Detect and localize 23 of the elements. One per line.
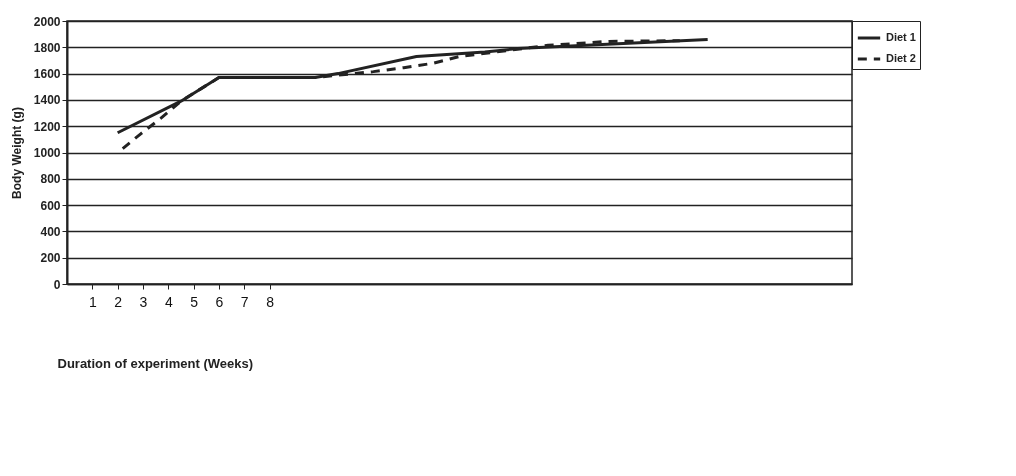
y-tick-label: 2000: [33, 14, 61, 29]
y-tick-label: 1200: [33, 119, 61, 134]
y-tick-label: 200: [40, 251, 61, 266]
y-axis-title: Body Weight (g): [9, 107, 24, 199]
x-axis-title: Duration of experiment (Weeks): [57, 355, 254, 371]
y-tick-label: 1800: [33, 40, 61, 55]
y-tick-label: 1400: [33, 93, 61, 108]
x-tick-label: 1: [88, 293, 97, 310]
x-tick-label: 6: [215, 293, 224, 310]
x-tick-label: 3: [139, 293, 148, 310]
y-tick-label: 800: [40, 172, 61, 187]
legend-label: Diet 2: [886, 52, 916, 64]
x-tick-label: 7: [240, 293, 249, 310]
legend-label: Diet 1: [886, 31, 916, 43]
y-tick-label: 600: [40, 198, 61, 213]
y-tick-label: 0: [53, 277, 61, 292]
x-tick-label: 4: [164, 293, 173, 310]
x-tick-label: 8: [266, 293, 275, 310]
y-tick-label: 1000: [33, 146, 61, 160]
y-tick-label: 400: [40, 224, 61, 239]
x-tick-label: 5: [190, 293, 199, 310]
x-tick-label: 2: [114, 293, 123, 310]
y-tick-label: 1600: [33, 67, 61, 82]
